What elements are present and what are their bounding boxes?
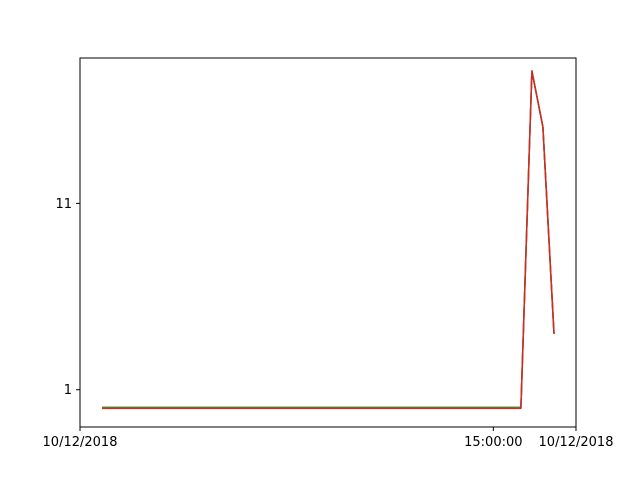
x-tick-label: 15:00:00 — [464, 435, 522, 450]
series-line-2 — [102, 70, 555, 409]
x-tick-label: 10/12/2018 — [539, 435, 614, 450]
series-line-3 — [102, 70, 555, 409]
series-layer — [102, 70, 555, 410]
y-tick-label: 11 — [55, 197, 72, 212]
y-tick-label: 1 — [64, 383, 72, 398]
series-line-1 — [102, 70, 555, 409]
series-line-4 — [102, 70, 555, 410]
plot-area-frame — [79, 57, 577, 428]
x-axis: 10/12/2018 15:00:00 10/12/2018 — [43, 427, 614, 450]
x-tick-label: 10/12/2018 — [43, 435, 118, 450]
y-axis: 111 — [55, 197, 80, 398]
